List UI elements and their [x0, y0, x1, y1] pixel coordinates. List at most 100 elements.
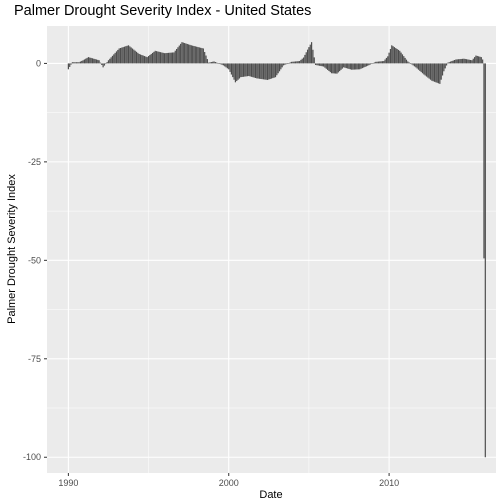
bar	[309, 44, 311, 64]
bar	[90, 57, 92, 64]
bar	[412, 63, 414, 66]
bar	[226, 63, 228, 69]
bar	[364, 63, 366, 67]
bar	[214, 62, 216, 64]
bar	[190, 45, 192, 64]
bar	[181, 42, 183, 64]
bar	[200, 47, 202, 64]
bar	[113, 54, 115, 64]
bar	[254, 63, 257, 78]
bar	[285, 63, 287, 65]
bar	[470, 60, 472, 64]
bar	[224, 63, 226, 67]
bar	[476, 55, 478, 64]
bar	[289, 62, 291, 64]
bar	[447, 62, 449, 64]
bar	[134, 50, 136, 64]
bar	[409, 63, 412, 65]
bar	[467, 59, 469, 64]
bar	[323, 63, 325, 67]
bar	[472, 58, 474, 64]
bar	[172, 52, 174, 64]
bar	[241, 63, 243, 77]
bar	[471, 60, 473, 64]
bar	[297, 61, 299, 64]
bar	[484, 63, 486, 458]
bar	[392, 46, 394, 64]
bar	[249, 63, 251, 77]
bar	[89, 57, 91, 64]
bar	[269, 63, 271, 80]
bar	[212, 61, 214, 64]
bar	[300, 59, 302, 64]
bar	[85, 58, 87, 64]
bar	[329, 63, 331, 73]
bar	[377, 61, 379, 64]
bar	[147, 56, 150, 64]
bar	[233, 63, 235, 80]
bar	[368, 63, 370, 66]
bar	[258, 63, 261, 79]
bar	[161, 52, 163, 64]
bar	[325, 63, 327, 69]
bar	[455, 59, 457, 64]
bar	[365, 63, 367, 67]
bar	[206, 59, 208, 64]
bar	[369, 63, 371, 65]
bar	[415, 63, 417, 68]
bar	[357, 63, 359, 70]
bar	[225, 63, 227, 68]
bar	[125, 46, 127, 64]
bar	[361, 63, 363, 69]
bar	[432, 63, 434, 82]
chart-title: Palmer Drought Severity Index - United S…	[14, 3, 312, 19]
bar	[184, 43, 186, 64]
bar	[158, 51, 160, 64]
bar	[301, 58, 303, 64]
bar	[344, 63, 346, 68]
bar	[419, 63, 421, 71]
bar	[315, 63, 317, 65]
bar	[298, 61, 301, 64]
bar	[440, 63, 442, 80]
bars-group	[67, 42, 486, 458]
bar	[98, 60, 100, 64]
bar	[401, 54, 404, 64]
bar	[270, 63, 273, 79]
bar	[349, 63, 351, 70]
bar	[73, 62, 75, 64]
bar	[151, 52, 154, 64]
bar	[360, 63, 362, 69]
bar	[403, 56, 405, 64]
bar	[202, 48, 204, 64]
bar	[396, 48, 398, 64]
bar	[77, 62, 79, 64]
bar	[135, 51, 138, 64]
bar	[324, 63, 326, 68]
bar	[101, 63, 103, 65]
bar	[416, 63, 418, 69]
bar	[436, 63, 438, 83]
y-tick-label: -50	[28, 255, 41, 265]
bar	[387, 56, 389, 64]
bar	[468, 59, 470, 64]
bar	[180, 43, 182, 64]
bar	[71, 62, 73, 64]
bar	[250, 63, 253, 77]
bar	[319, 63, 321, 66]
bar	[277, 63, 279, 74]
bar	[138, 53, 140, 64]
bar	[123, 46, 126, 64]
bar	[312, 49, 314, 64]
bar	[264, 63, 266, 80]
bar	[139, 54, 142, 64]
bar	[102, 63, 104, 68]
bar	[109, 58, 111, 64]
bar	[201, 48, 203, 64]
bar	[474, 57, 476, 64]
bar	[417, 63, 420, 70]
bar	[173, 52, 175, 64]
bar	[194, 46, 196, 64]
bar	[274, 63, 277, 78]
bar	[449, 61, 452, 64]
